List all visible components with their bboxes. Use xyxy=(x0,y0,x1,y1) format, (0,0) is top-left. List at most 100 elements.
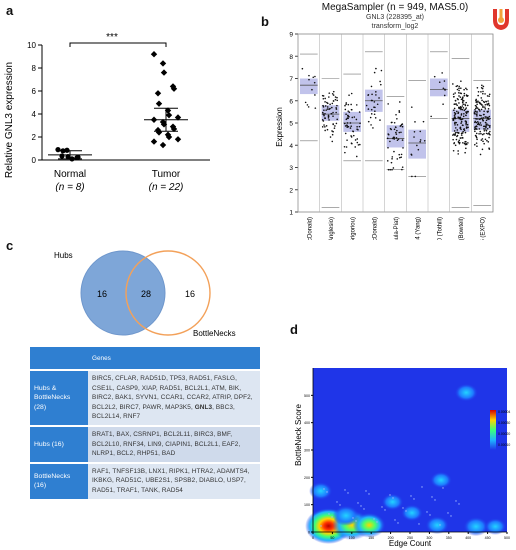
sample-point xyxy=(346,139,348,141)
table-header-genes: Genes xyxy=(88,347,260,370)
sample-point xyxy=(457,91,460,94)
sample-point xyxy=(488,126,491,128)
sample-point xyxy=(331,102,334,105)
sample-point xyxy=(335,122,338,125)
sample-point xyxy=(354,146,357,148)
a-ytick-label: 2 xyxy=(32,133,37,142)
sample-point xyxy=(458,89,460,92)
sample-point xyxy=(459,116,462,119)
sample-point xyxy=(481,148,484,151)
megasampler-logo-icon xyxy=(493,9,509,30)
box-iqr xyxy=(451,109,470,132)
data-point-tumor xyxy=(169,123,177,130)
sample-point xyxy=(463,94,466,97)
network-node xyxy=(347,492,349,494)
sample-point xyxy=(464,131,467,134)
sample-point xyxy=(395,133,398,135)
sample-point xyxy=(458,142,461,145)
data-point-normal xyxy=(64,147,70,153)
network-node xyxy=(402,507,404,509)
sample-point xyxy=(461,105,464,107)
sample-point xyxy=(452,138,454,141)
sample-point xyxy=(485,119,488,122)
data-point-tumor xyxy=(159,141,167,149)
gene-list: BIRC5, CFLAR, RAD51D, TP53, RAD51, FASLG… xyxy=(88,368,260,427)
panel-label-c: c xyxy=(6,238,14,253)
genes-table: Genes Hubs & BottleNecks (28) BIRC5, CFL… xyxy=(30,347,260,499)
sample-point xyxy=(324,105,327,107)
network-node xyxy=(389,494,391,496)
sample-point xyxy=(462,107,465,109)
sample-point xyxy=(392,167,395,169)
sample-point xyxy=(453,107,456,110)
sample-point xyxy=(371,93,373,96)
sample-point xyxy=(486,123,488,125)
sample-point xyxy=(324,117,326,119)
sample-point xyxy=(460,80,462,82)
data-point-tumor xyxy=(160,69,168,76)
sample-point xyxy=(465,94,468,96)
sample-point xyxy=(485,125,487,127)
sample-point xyxy=(455,103,458,105)
network-node xyxy=(357,502,359,504)
sample-point xyxy=(398,156,401,159)
sample-point xyxy=(479,114,481,117)
sample-point xyxy=(456,88,459,91)
sample-point xyxy=(457,116,459,118)
sample-point xyxy=(375,91,377,93)
sample-point xyxy=(346,122,349,124)
sample-point xyxy=(475,99,477,102)
network-node xyxy=(336,501,338,503)
sample-point xyxy=(380,69,383,72)
sample-point xyxy=(479,118,482,120)
sample-point xyxy=(487,110,489,113)
network-node xyxy=(373,518,375,520)
sample-point xyxy=(464,140,466,143)
sample-point xyxy=(456,84,459,87)
sample-point xyxy=(345,102,348,104)
sample-point xyxy=(459,96,462,98)
sample-point xyxy=(480,114,482,117)
table-header-blank xyxy=(30,347,88,370)
b-ytick-label: 5 xyxy=(289,121,293,128)
sample-point xyxy=(456,134,459,137)
sample-point xyxy=(460,132,463,135)
sample-point xyxy=(488,133,491,135)
sample-point xyxy=(375,67,377,70)
sample-point xyxy=(378,97,380,99)
sample-point xyxy=(369,116,372,119)
sample-point xyxy=(397,138,400,140)
heatmap-hotspot xyxy=(454,383,478,402)
network-node xyxy=(328,513,330,515)
data-point-tumor xyxy=(165,111,173,119)
sample-point xyxy=(463,142,466,145)
sample-point xyxy=(485,126,487,129)
network-node xyxy=(376,521,378,523)
heatmap-hotspot xyxy=(401,504,423,522)
sample-point xyxy=(442,87,445,90)
sample-point xyxy=(465,111,468,113)
sample-point xyxy=(454,133,456,136)
sample-point xyxy=(475,135,478,138)
sample-point xyxy=(387,147,389,149)
sample-point xyxy=(346,126,349,128)
sample-point xyxy=(484,121,487,124)
sample-point xyxy=(314,94,316,96)
sample-point xyxy=(487,102,490,105)
sample-point xyxy=(477,101,479,103)
sample-point xyxy=(359,122,361,125)
data-point-normal xyxy=(59,153,65,159)
data-point-tumor xyxy=(170,125,178,133)
d-xtick-label: 500 xyxy=(504,536,510,540)
network-node xyxy=(455,500,457,502)
sample-point xyxy=(482,113,485,116)
sample-point xyxy=(452,134,454,136)
sample-point xyxy=(461,118,464,120)
a-ytick-label: 10 xyxy=(27,41,36,50)
b-ytick-label: 2 xyxy=(289,187,293,194)
sample-point xyxy=(476,120,479,123)
d-xtick-label: 300 xyxy=(426,536,432,540)
sample-point xyxy=(332,100,335,102)
sample-point xyxy=(433,75,436,78)
a-xtick-tumor: Tumor xyxy=(152,169,181,180)
